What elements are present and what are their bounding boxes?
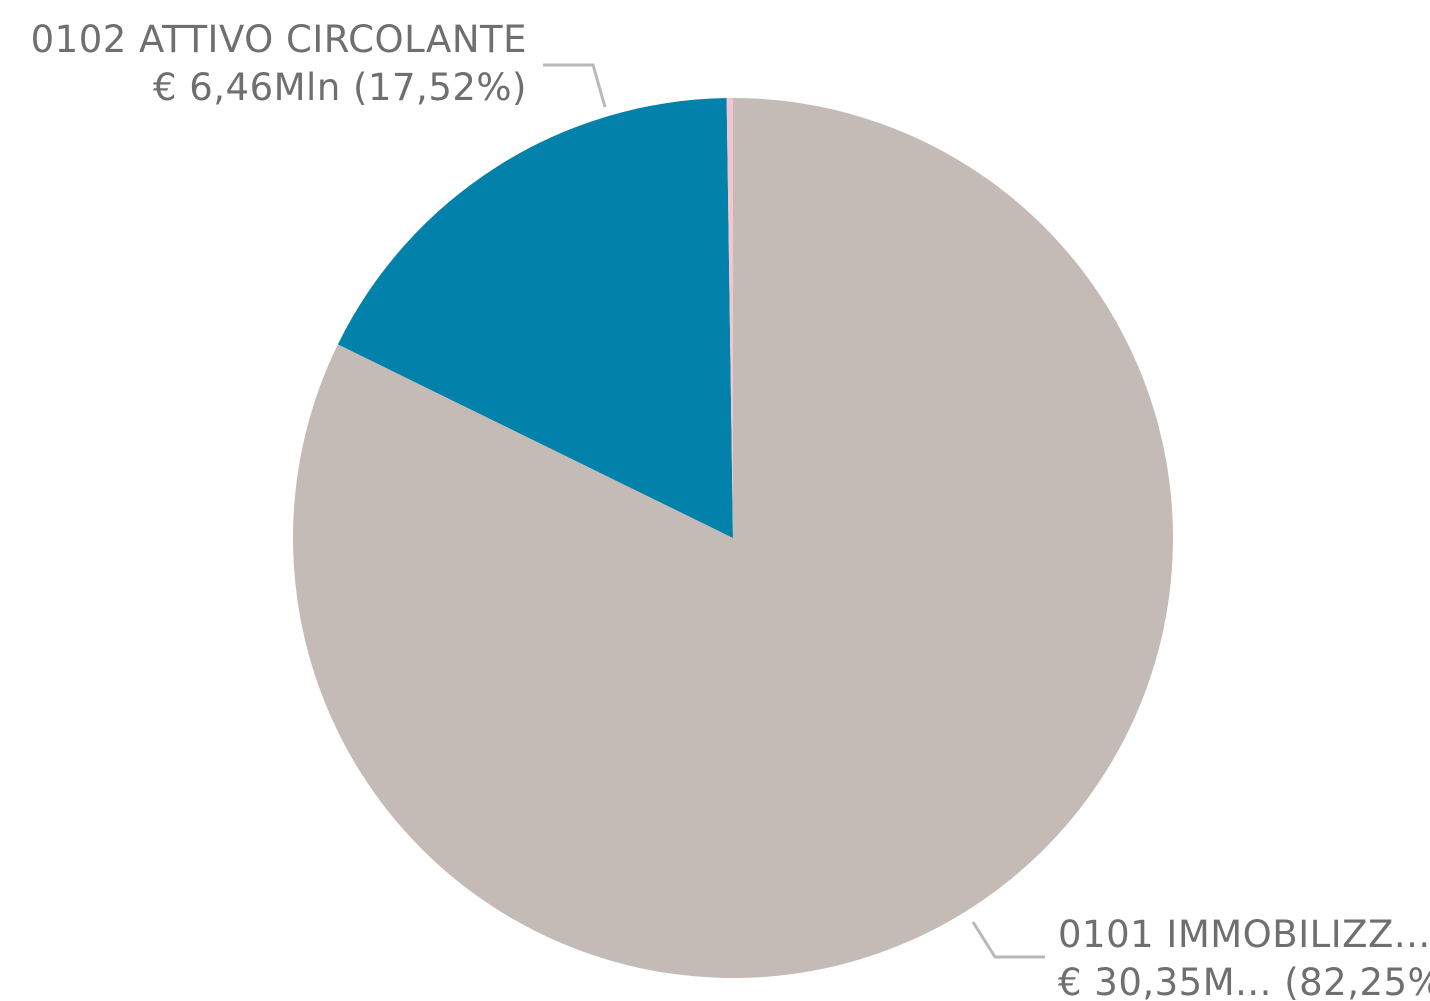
leader-line-attivo-circolante xyxy=(543,63,607,108)
leader-line-immobilizzazioni xyxy=(971,921,1045,959)
pie-slice-immobilizzazioni xyxy=(293,98,1174,978)
label-immobilizzazioni-value: € 30,35M... (82,25%) xyxy=(1058,961,1430,1001)
label-attivo-circolante-name: 0102 ATTIVO CIRCOLANTE xyxy=(31,18,527,61)
pie-slice-attivo-circolante xyxy=(337,98,733,539)
label-attivo-circolante-value: € 6,46Mln (17,52%) xyxy=(153,66,527,109)
pie-slice-other xyxy=(726,98,733,538)
label-immobilizzazioni-name: 0101 IMMOBILIZZ... xyxy=(1058,913,1430,956)
pie-slices xyxy=(293,98,1174,978)
